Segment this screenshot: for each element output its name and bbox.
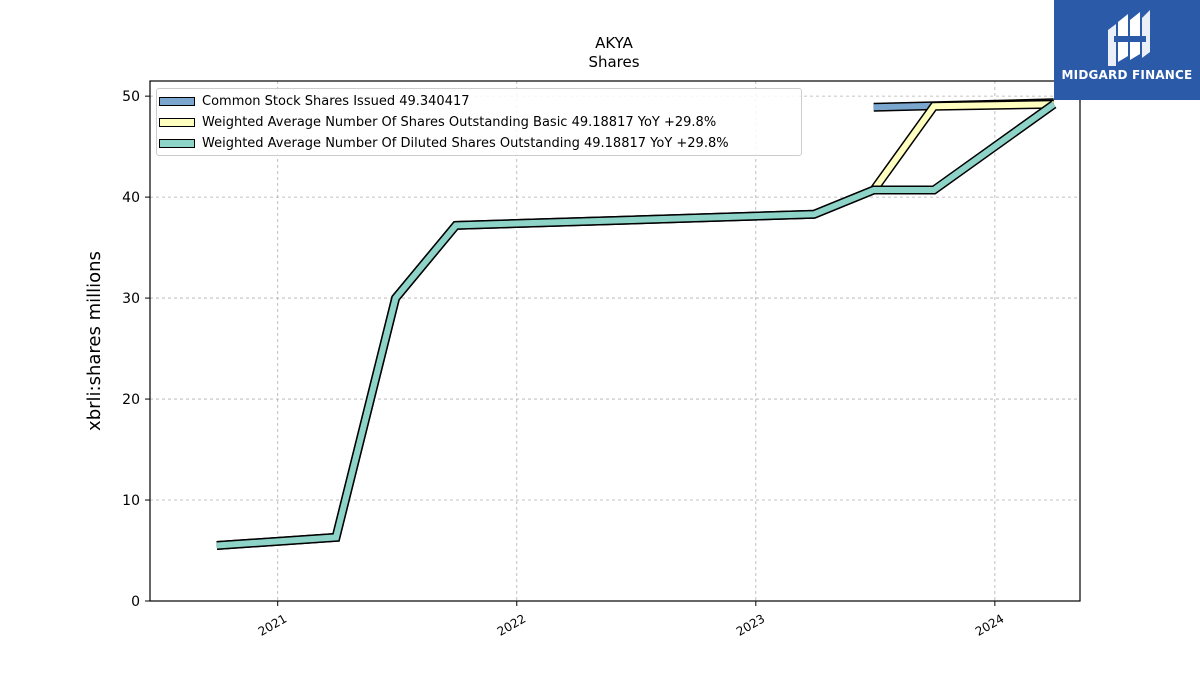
chart-subtitle: Shares <box>588 53 639 71</box>
x-tick-label: 2022 <box>495 611 528 638</box>
series-diluted-shares <box>216 100 1057 550</box>
y-tick-label: 50 <box>122 89 140 105</box>
series-line <box>216 101 1056 549</box>
series-outline <box>216 100 1057 550</box>
series-layer <box>216 98 1057 550</box>
logo-mark-icon <box>1108 10 1150 66</box>
brand-name: MIDGARD FINANCE <box>1061 68 1193 82</box>
legend-label-basic-shares: Weighted Average Number Of Shares Outsta… <box>202 114 717 130</box>
y-tick-label: 0 <box>131 594 140 610</box>
series-line <box>216 101 1054 549</box>
y-axis-label: xbrli:shares millions <box>84 251 105 431</box>
legend-item-common-stock: Common Stock Shares Issued 49.340417 <box>157 91 470 111</box>
legend-label-diluted-shares: Weighted Average Number Of Diluted Share… <box>202 135 729 151</box>
series-outline <box>216 99 1054 550</box>
chart-title: AKYA <box>595 34 634 52</box>
plot-frame <box>149 80 1081 602</box>
x-axis: 2021 2022 2023 2024 <box>256 601 1006 639</box>
brand-logo: MIDGARD FINANCE <box>1054 0 1200 100</box>
legend-item-basic-shares: Weighted Average Number Of Shares Outsta… <box>157 112 716 132</box>
legend-swatch-basic-shares <box>159 117 195 127</box>
grid <box>150 81 1080 601</box>
legend-label-common-stock: Common Stock Shares Issued 49.340417 <box>202 93 470 109</box>
y-tick-label: 10 <box>122 493 140 509</box>
series-basic-shares <box>216 99 1054 550</box>
legend-swatch-diluted-shares <box>159 138 195 148</box>
x-tick-label: 2024 <box>973 611 1006 638</box>
legend: Common Stock Shares Issued 49.340417 Wei… <box>156 88 802 156</box>
y-axis: 0 10 20 30 40 50 <box>122 89 150 610</box>
y-tick-label: 40 <box>122 190 140 206</box>
y-tick-label: 20 <box>122 392 140 408</box>
legend-swatch-common-stock <box>159 96 195 106</box>
x-tick-label: 2021 <box>256 611 289 638</box>
x-tick-label: 2023 <box>734 611 767 638</box>
y-tick-label: 30 <box>122 291 140 307</box>
legend-item-diluted-shares: Weighted Average Number Of Diluted Share… <box>157 133 729 153</box>
